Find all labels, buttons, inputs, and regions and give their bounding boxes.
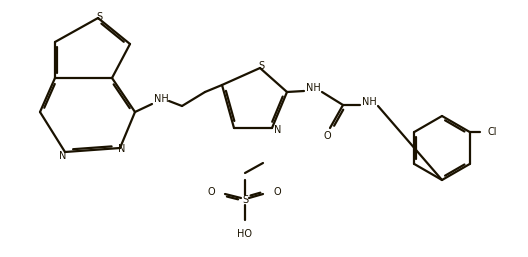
Text: S: S — [258, 61, 264, 71]
Text: N: N — [275, 125, 281, 135]
Text: N: N — [59, 151, 67, 161]
Text: S: S — [242, 195, 248, 205]
Text: NH: NH — [362, 97, 376, 107]
Text: O: O — [207, 187, 215, 197]
Text: S: S — [96, 12, 102, 22]
Text: Cl: Cl — [488, 127, 497, 137]
Text: O: O — [323, 131, 331, 141]
Text: O: O — [273, 187, 281, 197]
Text: NH: NH — [306, 83, 320, 93]
Text: N: N — [118, 144, 126, 154]
Text: NH: NH — [154, 94, 168, 104]
Text: HO: HO — [238, 229, 252, 239]
